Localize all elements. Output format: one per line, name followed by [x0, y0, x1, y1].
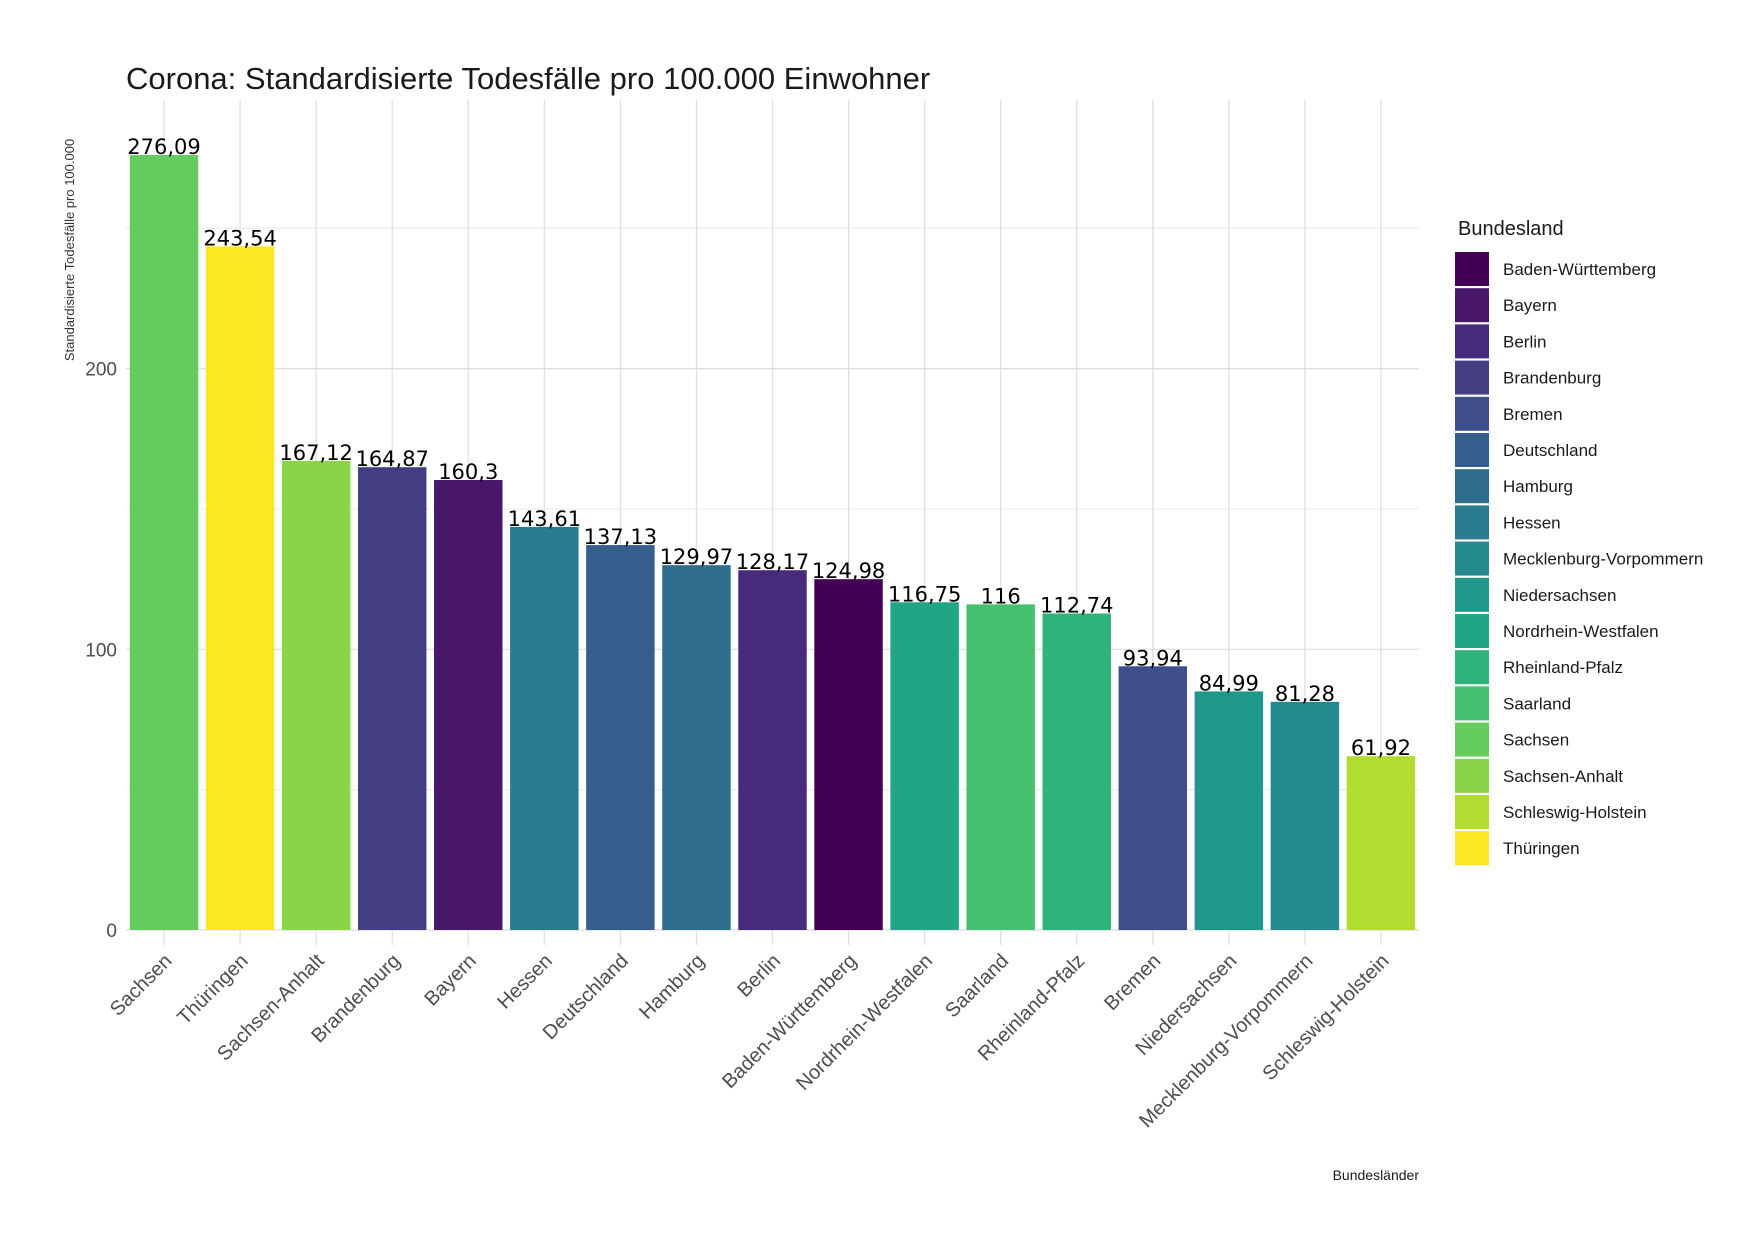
legend-swatch-8: [1455, 541, 1489, 576]
chart-title: Corona: Standardisierte Todesfälle pro 1…: [126, 61, 930, 96]
legend-label-3: Brandenburg: [1503, 369, 1601, 388]
legend-label-4: Bremen: [1503, 405, 1563, 424]
legend-swatch-7: [1455, 505, 1489, 540]
bars: [129, 155, 1416, 931]
legend-label-2: Berlin: [1503, 332, 1546, 351]
value-label-14: 84,99: [1199, 671, 1259, 695]
bar-10: [890, 602, 959, 930]
bar-14: [1194, 691, 1264, 930]
y-tick-label-100: 100: [85, 640, 117, 661]
legend-label-13: Sachsen: [1503, 731, 1569, 750]
legend-swatch-12: [1455, 686, 1489, 721]
legend-swatch-6: [1455, 469, 1489, 504]
y-tick-label-200: 200: [85, 360, 117, 381]
legend-label-1: Bayern: [1503, 296, 1557, 315]
value-label-4: 160,3: [438, 460, 498, 484]
value-label-3: 164,87: [355, 447, 428, 471]
bar-6: [586, 545, 655, 930]
legend-label-8: Mecklenburg-Vorpommern: [1503, 550, 1703, 569]
legend-swatch-2: [1455, 324, 1489, 359]
legend-label-11: Rheinland-Pfalz: [1503, 658, 1623, 677]
legend-swatch-4: [1455, 396, 1489, 431]
legend-label-7: Hessen: [1503, 513, 1561, 532]
x-tick-label-0: Sachsen: [106, 950, 177, 1021]
x-tick-label-13: Bremen: [1100, 950, 1165, 1015]
x-tick-label-10: Nordrhein-Westfalen: [792, 950, 937, 1095]
value-label-15: 81,28: [1275, 682, 1335, 706]
x-tick-label-4: Bayern: [420, 950, 480, 1010]
value-label-5: 143,61: [508, 507, 581, 531]
value-label-10: 116,75: [888, 582, 961, 606]
x-tick-label-7: Hamburg: [635, 950, 709, 1024]
value-labels: 276,09 243,54 167,12 164,87 160,3 143,61137,1…: [127, 135, 1411, 760]
legend-label-10: Nordrhein-Westfalen: [1503, 622, 1659, 641]
legend-label-14: Sachsen-Anhalt: [1503, 767, 1623, 786]
value-label-9: 124,98: [812, 559, 885, 583]
value-label-6: 137,13: [584, 525, 657, 549]
bar-2: [281, 460, 351, 930]
value-label-1: 243,54: [203, 226, 276, 250]
x-tick-label-9: Baden-Württemberg: [718, 950, 861, 1093]
bar-12: [1042, 613, 1111, 930]
legend-label-0: Baden-Württemberg: [1503, 260, 1656, 279]
x-tick-label-16: Schleswig-Holstein: [1258, 950, 1393, 1085]
x-tick-label-5: Hessen: [493, 950, 557, 1014]
legend-swatch-15: [1455, 795, 1489, 829]
y-axis-ticks: 0 100 200: [85, 360, 117, 942]
bar-13: [1118, 666, 1188, 930]
value-label-7: 129,97: [660, 545, 733, 569]
legend-label-16: Thüringen: [1503, 839, 1580, 858]
bar-15: [1270, 701, 1340, 930]
legend-label-6: Hamburg: [1503, 477, 1573, 496]
bar-4: [434, 480, 503, 930]
value-label-2: 167,12: [279, 441, 352, 465]
bar-11: [966, 604, 1035, 930]
legend-swatch-0: [1455, 252, 1489, 286]
legend-label-15: Schleswig-Holstein: [1503, 803, 1647, 822]
legend-swatch-11: [1455, 650, 1489, 685]
x-tick-label-8: Berlin: [733, 950, 785, 1002]
legend: Baden-Württemberg Bayern Berlin Brandenburg…: [1455, 252, 1703, 866]
legend-label-5: Deutschland: [1503, 441, 1598, 460]
legend-swatch-3: [1455, 360, 1489, 395]
legend-label-9: Niedersachsen: [1503, 586, 1616, 605]
x-axis-ticks: SachsenThüringenSachsen-AnhaltBrandenbur…: [106, 950, 1394, 1133]
value-label-12: 112,74: [1040, 594, 1113, 618]
bar-5: [510, 526, 579, 930]
value-label-11: 116: [981, 584, 1021, 608]
legend-swatch-9: [1455, 577, 1489, 612]
value-label-16: 61,92: [1351, 736, 1411, 760]
legend-swatch-10: [1455, 614, 1489, 648]
value-label-8: 128,17: [736, 550, 809, 574]
legend-swatch-1: [1455, 288, 1489, 323]
bar-7: [662, 565, 731, 930]
legend-swatch-14: [1455, 758, 1489, 793]
y-tick-label-0: 0: [106, 921, 117, 942]
value-label-13: 93,94: [1123, 646, 1183, 670]
legend-swatch-16: [1455, 831, 1489, 866]
legend-label-12: Saarland: [1503, 694, 1571, 713]
bar-1: [205, 246, 275, 931]
legend-swatch-13: [1455, 722, 1489, 757]
bar-0: [129, 155, 199, 930]
x-tick-label-1: Thüringen: [173, 950, 252, 1029]
bar-3: [357, 467, 427, 930]
y-axis-label: Standardisierte Todesfälle pro 100.000: [62, 139, 77, 361]
bar-16: [1346, 756, 1416, 930]
legend-title: Bundesland: [1458, 218, 1564, 240]
value-label-0: 276,09: [127, 135, 200, 159]
legend-swatch-5: [1455, 433, 1489, 467]
x-tick-label-11: Saarland: [941, 950, 1013, 1022]
bar-9: [814, 579, 883, 930]
x-axis-label: Bundesländer: [1333, 1167, 1420, 1183]
bar-8: [738, 570, 807, 930]
